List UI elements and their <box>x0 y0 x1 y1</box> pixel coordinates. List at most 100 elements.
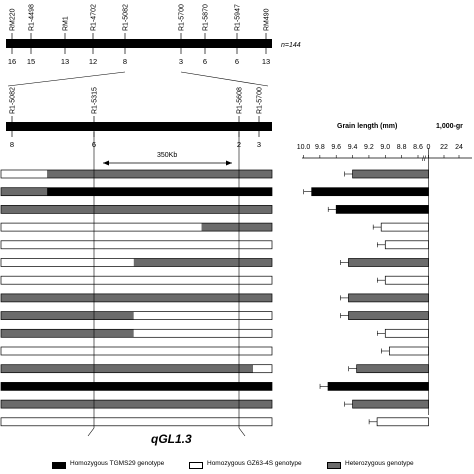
grain-length-bar <box>352 399 429 409</box>
grain-length-bar <box>389 346 429 356</box>
bottom-converge-left <box>87 427 95 437</box>
genotype-segment <box>133 329 272 338</box>
recombinant-row <box>0 328 273 338</box>
recombinant-row <box>0 399 273 409</box>
axis-tick-label: 8.6 <box>413 144 423 151</box>
genotype-segment <box>201 223 272 232</box>
interval-label: 350Kb <box>157 152 177 159</box>
axis-tick-label: 22 <box>440 144 448 151</box>
axis-break-mark: // <box>422 156 426 163</box>
axis-tick-label: 10.0 <box>297 144 311 151</box>
top-marker-label: R1-5870 <box>203 4 210 31</box>
interval-arrowhead-left <box>103 160 109 166</box>
top-recombinant-count: 6 <box>203 57 207 66</box>
genotype-segment <box>1 276 272 285</box>
genotype-segment <box>1 417 272 426</box>
grain-length-bar <box>376 417 429 427</box>
bottom-converge-right <box>238 427 246 437</box>
grain-length-axis: 10.0 9.8 9.6 9.4 9.2 9.0 8.8 8.6 0 22 24 // <box>297 144 472 163</box>
genotype-segment <box>1 187 48 196</box>
axis-tick-label: 8.8 <box>397 144 407 151</box>
legend-swatch-gz63 <box>189 462 203 469</box>
recombinant-row <box>0 382 273 391</box>
interval-arrowhead-right <box>226 160 232 166</box>
legend: Homozygous TGMS29 genotype Homozygous GZ… <box>0 458 474 474</box>
genotype-segment <box>47 170 272 178</box>
grain-length-bar <box>380 222 429 232</box>
zoom-line-right <box>180 71 269 87</box>
recombinant-rows <box>0 169 273 427</box>
recombinant-row <box>0 293 273 303</box>
genotype-segment <box>1 205 272 214</box>
fine-marker-label: R1-5315 <box>92 87 99 114</box>
recombinant-row <box>0 346 273 356</box>
top-marker-label: RM490 <box>264 8 271 31</box>
top-marker-label: R1-5082 <box>123 4 130 31</box>
genotype-segment <box>1 400 272 409</box>
grain-length-bar <box>311 187 429 197</box>
top-marker-label: R1-5700 <box>179 4 186 31</box>
top-chromosome-bar <box>6 39 272 48</box>
qtl-label: qGL1.3 <box>151 432 192 446</box>
legend-label-tgms29: Homozygous TGMS29 genotype <box>70 460 165 467</box>
axis-tick-label: 9.6 <box>331 144 341 151</box>
top-marker-label: RM220 <box>10 8 17 31</box>
axis-tick-label: 9.2 <box>364 144 374 151</box>
recombinant-row <box>0 364 273 374</box>
grain-length-bar <box>384 240 429 250</box>
grain-length-bar <box>384 275 429 285</box>
fine-chromosome-bar <box>6 122 272 131</box>
top-recombinant-count: 15 <box>27 57 35 66</box>
recombinant-row <box>0 169 273 179</box>
genotype-segment <box>133 311 272 320</box>
legend-label-gz63: Homozygous GZ63-4S genotype <box>207 460 302 467</box>
grain-length-bars <box>303 169 429 427</box>
grain-length-bar <box>356 364 429 374</box>
fine-recombinant-count: 8 <box>10 140 14 149</box>
legend-swatch-hetero <box>327 462 341 469</box>
top-recombinant-count: 8 <box>123 57 127 66</box>
top-recombinant-count: 13 <box>262 57 270 66</box>
grain-length-bar <box>352 169 429 179</box>
recombinant-row <box>0 311 273 320</box>
recombinant-row <box>0 240 273 250</box>
top-recombinant-count: 12 <box>89 57 97 66</box>
recombinant-row <box>0 417 273 427</box>
grain-length-title: Grain length (mm) <box>337 123 397 130</box>
top-recombinant-count: 16 <box>8 57 16 66</box>
genotype-segment <box>1 329 134 338</box>
recombinant-row <box>0 275 273 285</box>
fine-recombinant-count: 3 <box>257 140 261 149</box>
grain-weight-title: 1,000-gr <box>436 123 463 130</box>
grain-length-bar <box>348 258 429 267</box>
fine-marker-label: R1-5082 <box>10 87 17 114</box>
genotype-segment <box>1 293 272 302</box>
top-recombinant-count: 6 <box>235 57 239 66</box>
genotype-segment <box>1 311 134 320</box>
sample-size-label: n=144 <box>281 42 301 49</box>
grain-length-bar <box>384 328 429 338</box>
grain-length-bar <box>348 311 429 320</box>
top-marker-label: RM1 <box>63 16 70 31</box>
legend-swatch-tgms29 <box>52 462 66 469</box>
top-marker-label: R1-4702 <box>91 4 98 31</box>
recombinant-row <box>0 205 273 214</box>
genotype-segment <box>1 170 48 178</box>
top-marker-group: RM220 16 R1-4498 15 RM1 13 R1-4702 12 R1-5082 8 R1… <box>8 4 271 66</box>
genotype-segment <box>1 364 254 373</box>
genotype-segment <box>1 258 134 267</box>
genotype-segment <box>1 347 272 355</box>
axis-tick-label: 9.0 <box>380 144 390 151</box>
grain-length-bar <box>327 382 429 391</box>
genotype-segment <box>47 187 272 196</box>
zoom-line-left <box>7 71 126 87</box>
axis-tick-label: 9.8 <box>315 144 325 151</box>
grain-length-bar <box>335 205 429 214</box>
fine-marker-label: R1-5700 <box>257 87 264 114</box>
axis-tick-label: 9.4 <box>348 144 358 151</box>
top-recombinant-count: 3 <box>179 57 183 66</box>
genotype-segment <box>1 382 272 391</box>
genotype-segment <box>1 240 272 249</box>
